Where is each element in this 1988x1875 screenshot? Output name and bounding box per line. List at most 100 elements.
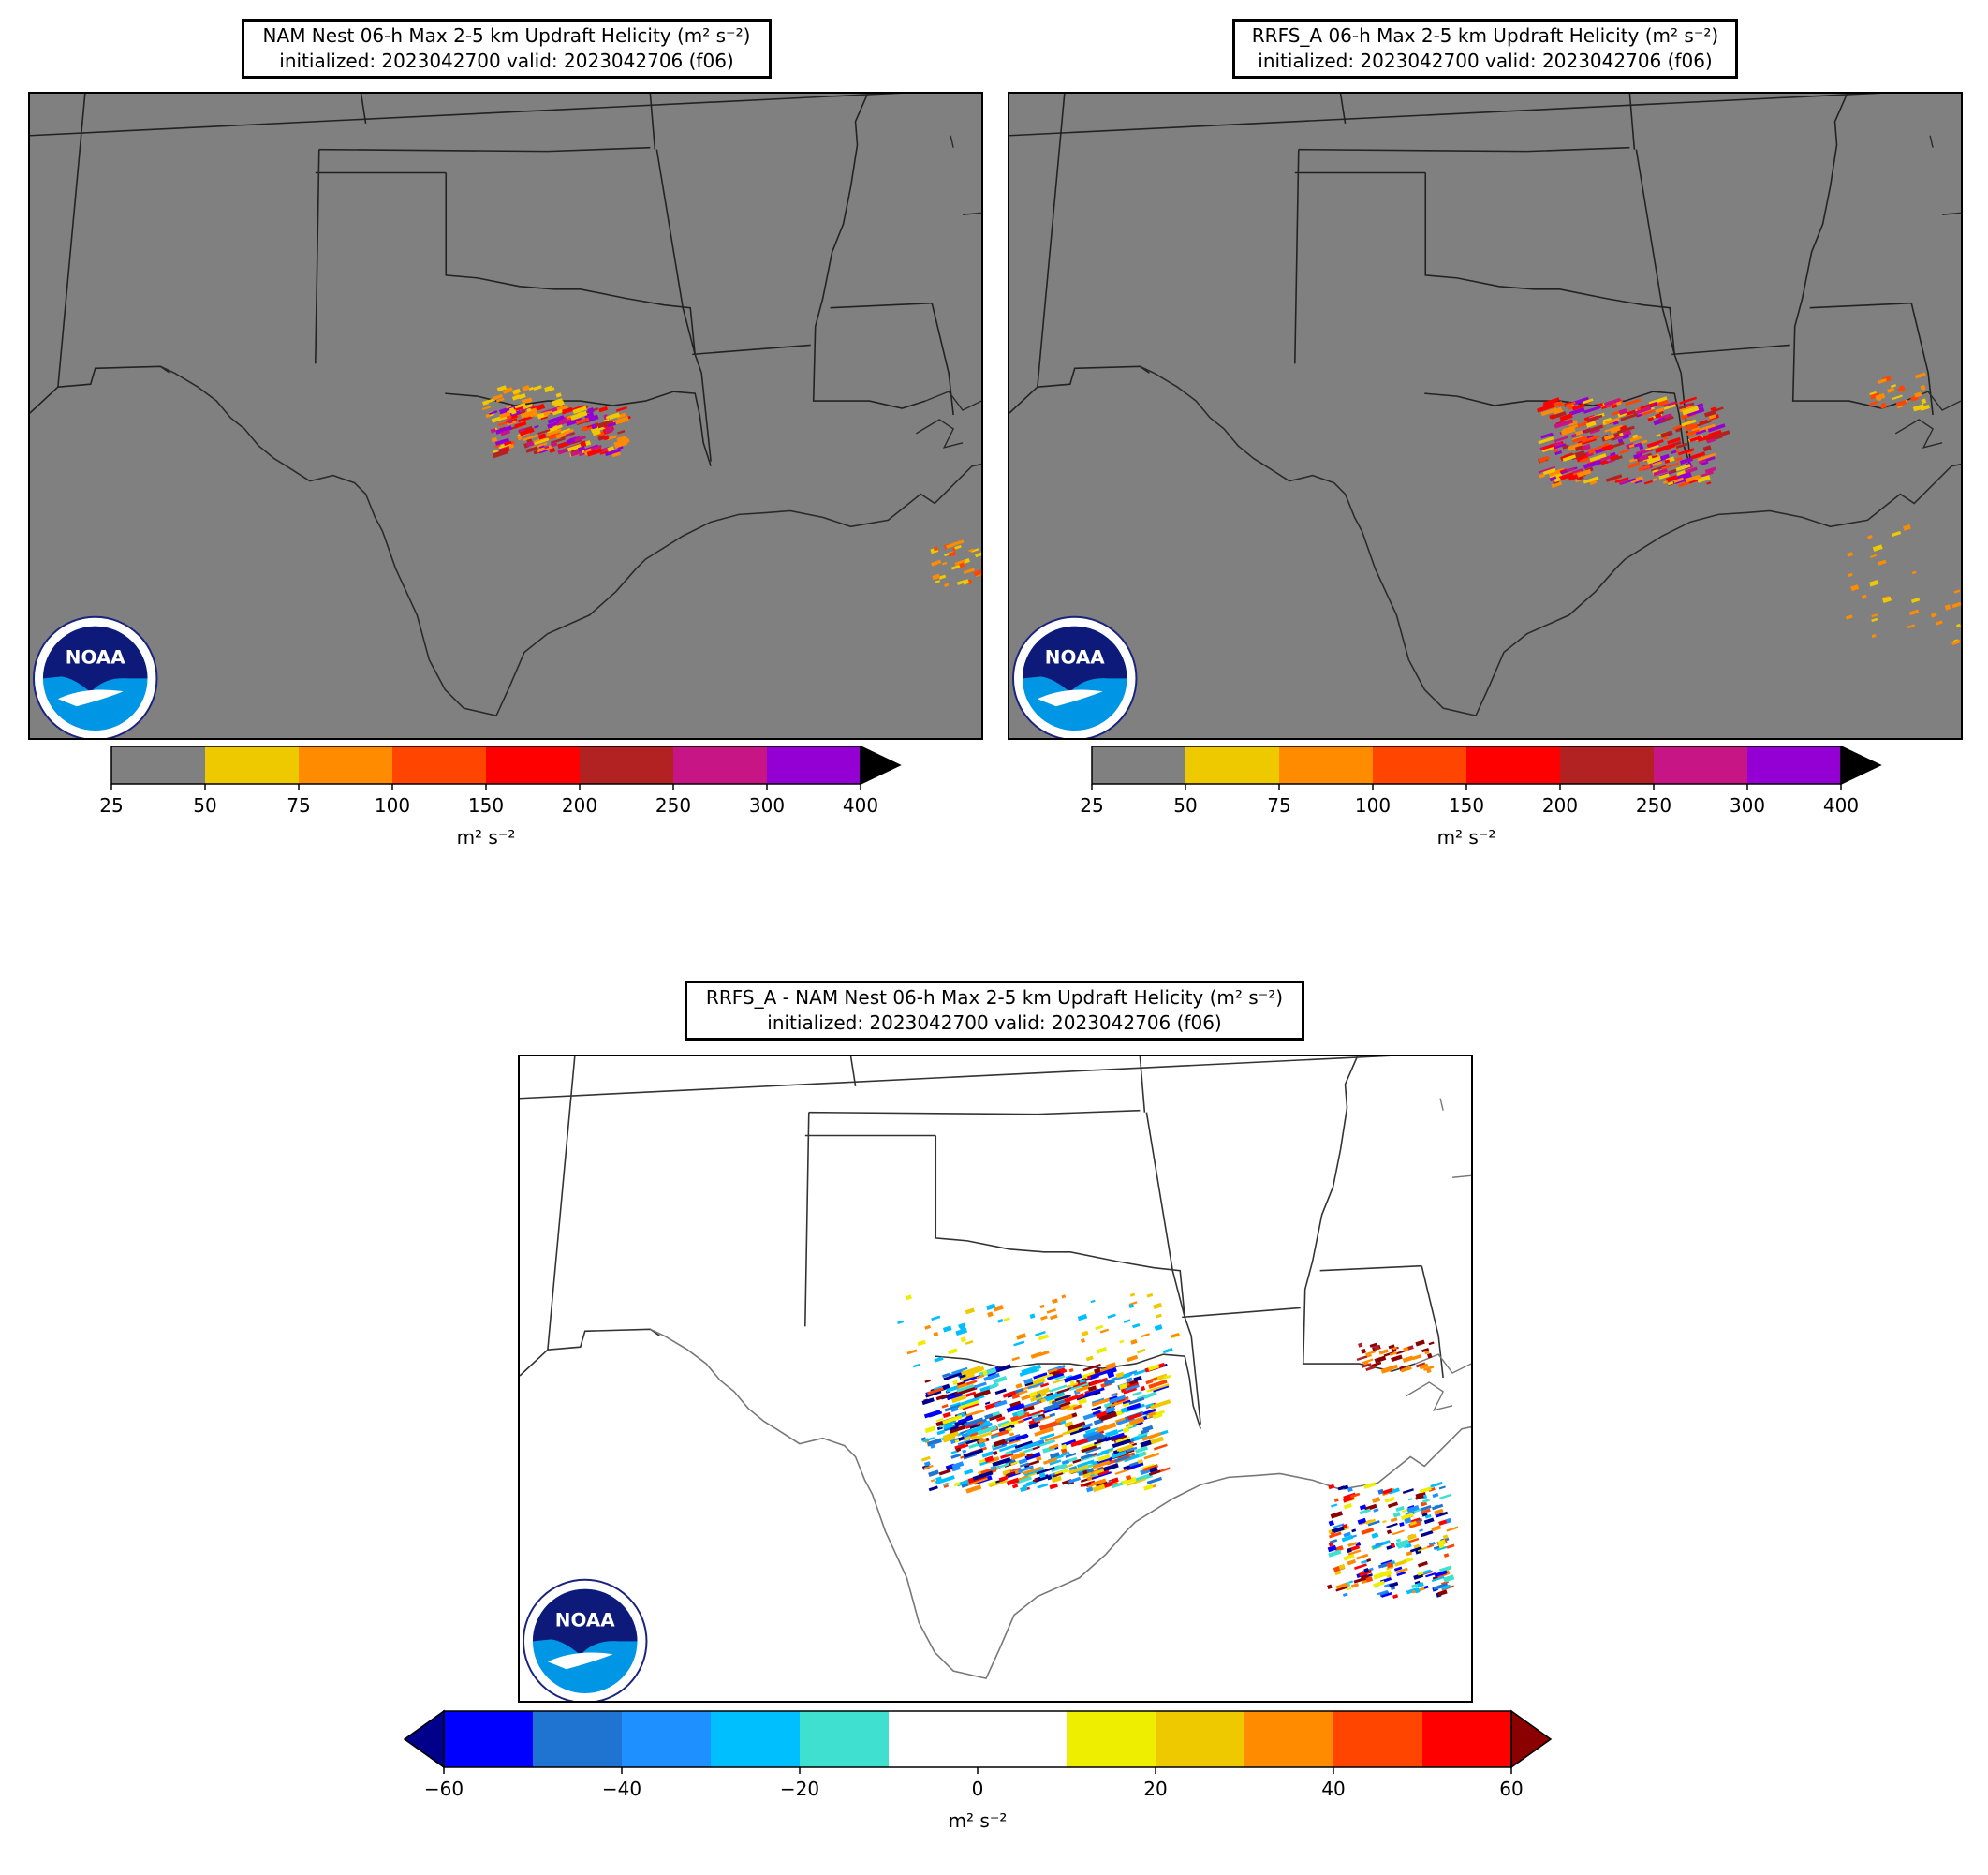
colorbar-tick-label: −20	[779, 1778, 820, 1800]
colorbar-tick-label: 400	[1822, 794, 1860, 817]
colorbar-tick-label: 300	[748, 794, 786, 817]
colorbar-extend-max	[1510, 1709, 1553, 1769]
colorbar-segment	[111, 746, 205, 784]
colorbar-tick-label: 200	[561, 794, 598, 817]
colorbar-tick-label: 25	[1080, 794, 1104, 817]
colorbar-tick-label: 400	[842, 794, 879, 817]
helicity-swaths	[1537, 372, 1961, 645]
colorbar-segment	[1373, 746, 1466, 784]
noaa-logo-text: NOAA	[66, 646, 125, 668]
nam-title-line2: initialized: 2023042700 valid: 202304270…	[279, 50, 734, 72]
colorbar-tick-label: 75	[287, 794, 311, 817]
colorbar-tick-label: 100	[374, 794, 411, 817]
colorbar-tick-label: −40	[601, 1778, 642, 1800]
map-canvas: NOAA	[30, 94, 981, 738]
colorbar-segment	[444, 1711, 533, 1767]
colorbar-segment	[767, 746, 861, 784]
map-canvas: NOAA	[520, 1056, 1471, 1701]
colorbar-tick-label: 250	[655, 794, 692, 817]
colorbar-segment	[1185, 746, 1279, 784]
colorbar-segment	[533, 1711, 622, 1767]
colorbar-segment	[1279, 746, 1373, 784]
colorbar-segment	[1156, 1711, 1244, 1767]
colorbar-unit-label: m² s⁻²	[456, 826, 516, 849]
colorbar-segment	[1422, 1711, 1511, 1767]
helicity-swaths	[897, 1292, 1459, 1599]
colorbar-tick-label: 100	[1354, 794, 1392, 817]
colorbar-segment	[1466, 746, 1560, 784]
map-canvas: NOAA	[1009, 94, 1961, 738]
map-background	[520, 1056, 1471, 1701]
colorbar-segment	[1654, 746, 1747, 784]
rrfs-colorbar: 25 50 75 100 150 200 250 300 400 m² s⁻²	[1080, 745, 1882, 849]
colorbar-segment	[1067, 1711, 1156, 1767]
colorbar-extend-max	[1840, 745, 1882, 786]
colorbar-segment	[1333, 1711, 1422, 1767]
colorbar-tick-label: 50	[1173, 794, 1198, 817]
rrfs-title-line2: initialized: 2023042700 valid: 202304270…	[1258, 50, 1713, 72]
colorbar-tick-label: 40	[1321, 1778, 1346, 1800]
noaa-logo-text: NOAA	[1045, 646, 1105, 668]
lake-outline	[1929, 135, 1961, 215]
colorbar-tick-label: −60	[423, 1778, 464, 1800]
state-borders	[1009, 94, 1934, 462]
noaa-logo-icon: NOAA	[523, 1578, 648, 1701]
colorbar-segment	[711, 1711, 800, 1767]
colorbar-unit-label: m² s⁻²	[948, 1809, 1008, 1832]
colorbar-segment	[622, 1711, 711, 1767]
colorbar-segment	[1560, 746, 1654, 784]
colorbar-extend-max	[860, 745, 902, 786]
diff-title-line2: initialized: 2023042700 valid: 202304270…	[767, 1011, 1222, 1034]
diff-title-line1: RRFS_A - NAM Nest 06-h Max 2-5 km Updraf…	[705, 986, 1284, 1009]
colorbar-tick-label: 150	[1448, 794, 1485, 817]
colorbar-tick-label: 60	[1499, 1778, 1524, 1800]
colorbar-tick-label: 150	[467, 794, 505, 817]
colorbar-unit-label: m² s⁻²	[1436, 826, 1496, 849]
colorbar-segment	[889, 1711, 978, 1767]
noaa-logo-icon: NOAA	[1012, 615, 1138, 738]
texas-border-coastline	[160, 365, 981, 717]
noaa-logo-icon: NOAA	[33, 615, 158, 738]
colorbar-tick-label: 20	[1143, 1778, 1168, 1800]
lake-outline	[950, 135, 981, 215]
colorbar-segment	[1092, 746, 1185, 784]
red-river-border	[445, 391, 712, 466]
colorbar-tick-label: 25	[99, 794, 124, 817]
colorbar-segment	[392, 746, 486, 784]
colorbar-tick-label: 75	[1267, 794, 1291, 817]
lake-outline	[1439, 1098, 1471, 1178]
nam-title-line1: NAM Nest 06-h Max 2-5 km Updraft Helicit…	[262, 24, 751, 47]
colorbar-segment	[486, 746, 580, 784]
nam-title: NAM Nest 06-h Max 2-5 km Updraft Helicit…	[242, 19, 772, 79]
colorbar-segment	[673, 746, 767, 784]
louisiana-coast	[1405, 1353, 1471, 1411]
colorbar-tick-label: 300	[1729, 794, 1766, 817]
red-river-border	[935, 1353, 1201, 1429]
nam-map: NOAA	[28, 92, 983, 740]
colorbar-segment	[800, 1711, 889, 1767]
colorbar-tick-label: 250	[1635, 794, 1672, 817]
diff-colorbar: −60 −40 −20 0 20 40 60 m² s⁻²	[403, 1709, 1553, 1832]
diff-title: RRFS_A - NAM Nest 06-h Max 2-5 km Updraf…	[685, 981, 1304, 1041]
helicity-swaths	[481, 385, 981, 587]
rrfs-title: RRFS_A 06-h Max 2-5 km Updraft Helicity …	[1232, 19, 1738, 79]
colorbar-segment	[205, 746, 299, 784]
colorbar-tick-label: 200	[1541, 794, 1579, 817]
rrfs-title-line1: RRFS_A 06-h Max 2-5 km Updraft Helicity …	[1251, 24, 1719, 47]
colorbar-segment	[299, 746, 392, 784]
state-borders	[520, 1056, 1444, 1425]
colorbar-segment	[1747, 746, 1841, 784]
colorbar-extend-min	[403, 1709, 445, 1769]
colorbar-tick-label: 50	[193, 794, 217, 817]
louisiana-coast	[915, 391, 981, 449]
colorbar-tick-label: 0	[971, 1778, 984, 1800]
noaa-logo-text: NOAA	[555, 1609, 615, 1631]
texas-border-coastline	[1140, 365, 1961, 717]
map-background	[1009, 94, 1961, 738]
diff-map: NOAA	[518, 1055, 1473, 1703]
texas-border-coastline	[650, 1328, 1471, 1680]
nam-colorbar: 25 50 75 100 150 200 250 300 400 m² s⁻²	[99, 745, 902, 849]
colorbar-segment	[1244, 1711, 1333, 1767]
state-borders	[30, 94, 954, 462]
colorbar-segment	[580, 746, 673, 784]
